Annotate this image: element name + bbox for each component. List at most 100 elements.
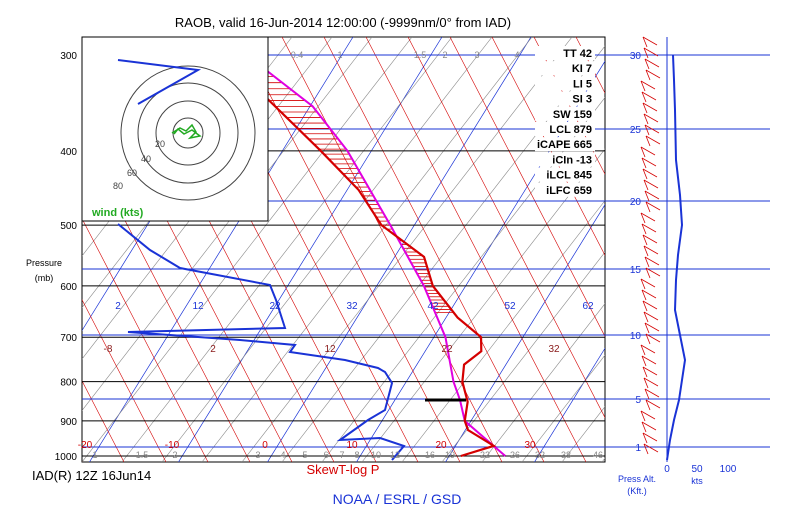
index-ki: KI 7 — [572, 63, 592, 75]
mixing-ratio-bottom-label: 4 — [280, 450, 285, 460]
mixing-ratio-bottom-label: 6 — [323, 450, 328, 460]
dry-adiabat-line — [323, 37, 545, 462]
wind-barb-flag — [640, 344, 646, 356]
dry-adiabat-line — [82, 217, 209, 462]
wind-barb-flag — [642, 432, 648, 444]
wind-barb — [640, 278, 656, 288]
isotherm-label: 2 — [115, 301, 121, 312]
wind-barb — [643, 377, 659, 387]
mixing-ratio-label: 4 — [514, 50, 519, 60]
wind-speed-unit: kts — [691, 476, 703, 486]
adiabat-label: 22 — [441, 344, 453, 355]
index-lcl: LCL 879 — [549, 124, 592, 136]
wind-barb-flag — [642, 102, 648, 114]
mixing-ratio-line — [642, 37, 786, 462]
wind-barb — [645, 135, 661, 145]
wind-barb-flag — [643, 47, 649, 59]
adiabat-label: 12 — [324, 344, 336, 355]
dry-adiabat-line — [365, 37, 587, 462]
isotherm-line — [710, 37, 786, 466]
mixing-ratio-bottom-label: 46 — [593, 450, 603, 460]
hodograph-ring-20: 20 — [155, 139, 165, 149]
hodograph-ring-40: 40 — [141, 154, 151, 164]
altitude-tick-label: 20 — [630, 197, 642, 208]
wind-barb — [643, 113, 659, 123]
wind-barb — [640, 212, 656, 222]
altitude-tick-label: 30 — [630, 51, 642, 62]
wind-barb-flag — [640, 80, 646, 92]
dry-adiabat-line — [744, 37, 786, 462]
pressure-tick-label: 300 — [60, 51, 77, 62]
index-ilfc: iLFC 659 — [546, 185, 592, 197]
index-icin: iCIn -13 — [552, 154, 592, 166]
isotherm-line — [267, 37, 532, 462]
adiabat-label: 2 — [210, 344, 216, 355]
wind-barb-flag — [644, 124, 650, 136]
wind-barb-flag — [640, 410, 646, 422]
wind-barbs — [640, 36, 661, 455]
altitude-tick-label: 5 — [635, 395, 641, 406]
wind-barb-flag — [644, 256, 650, 268]
wind-barb-flag — [644, 190, 650, 202]
index-background — [535, 76, 595, 91]
wind-barb — [645, 333, 661, 343]
wind-barb-flag — [643, 311, 649, 323]
wind-barb — [644, 124, 660, 134]
wind-barb — [644, 190, 660, 200]
adiabat-label: -8 — [104, 344, 113, 355]
wind-barb — [642, 168, 658, 178]
dry-adiabat-line — [82, 136, 251, 462]
wind-barb — [641, 223, 657, 233]
wind-barb-flag — [642, 366, 648, 378]
mixing-ratio-bottom-label: 1.5 — [136, 450, 149, 460]
isotherm-label: 52 — [504, 301, 516, 312]
index-si: SI 3 — [572, 94, 592, 106]
wind-barb — [640, 146, 656, 156]
altitude-tick-label: 15 — [630, 265, 642, 276]
index-background — [535, 182, 595, 197]
index-ilcl: iLCL 845 — [546, 170, 592, 182]
hodograph-frame — [81, 36, 269, 222]
pressure-tick-label: 500 — [60, 221, 77, 232]
temperature-bottom-label: 30 — [524, 440, 536, 451]
wind-barb-flag — [643, 443, 649, 455]
wind-speed-tick-labels: 0 50 100 — [664, 464, 737, 475]
altitude-panel: 30 25 20 15 10 5 1 0 50 100 — [630, 36, 737, 475]
temperature-bottom-label: 10 — [346, 440, 358, 451]
mixing-ratio-line — [682, 37, 786, 462]
mixing-ratio-line — [82, 37, 93, 51]
wind-barb-flag — [645, 69, 651, 81]
wind-speed-tick-label: 50 — [691, 464, 703, 475]
wind-barb — [642, 300, 658, 310]
index-background — [535, 46, 595, 60]
wind-speed-trace — [666, 54, 687, 461]
mixing-ratio-label: 1 — [337, 50, 342, 60]
alt-axis-label: Press Alt. — [618, 474, 656, 484]
wind-barb — [643, 443, 659, 453]
altitude-tick-label: 10 — [630, 331, 642, 342]
altitude-tick-labels: 30 25 20 15 10 5 1 — [630, 51, 642, 454]
wind-barb-flag — [645, 201, 651, 213]
mixing-ratio-bottom-label: 1 — [92, 450, 97, 460]
wind-barb — [642, 234, 658, 244]
wind-barb — [642, 36, 658, 46]
mixing-ratio-line — [441, 251, 605, 462]
mixing-ratio-line — [161, 37, 493, 462]
mixing-ratio-bottom-label: 5 — [302, 450, 307, 460]
pressure-tick-label: 600 — [60, 282, 77, 293]
mixing-ratio-bottom-label: 19 — [445, 450, 455, 460]
mixing-ratio-bottom-label: 32 — [535, 450, 545, 460]
mixing-ratio-bottom-label: 38 — [561, 450, 571, 460]
mixing-ratio-bottom-label: 16 — [425, 450, 435, 460]
temperature-bottom-label: 20 — [435, 440, 447, 451]
temperature-bottom-label: 0 — [262, 440, 268, 451]
dry-adiabat-line — [0, 37, 40, 462]
wind-barb-flag — [642, 168, 648, 180]
isotherm-label: 22 — [269, 301, 281, 312]
isotherm-line — [534, 347, 605, 462]
pressure-tick-labels: 300 400 500 600 700 800 900 1000 — [55, 51, 78, 463]
wind-barb-flag — [641, 91, 647, 103]
wind-barb-flag — [641, 355, 647, 367]
mixing-ratio-line — [361, 148, 605, 462]
wind-barb-flag — [640, 278, 646, 290]
